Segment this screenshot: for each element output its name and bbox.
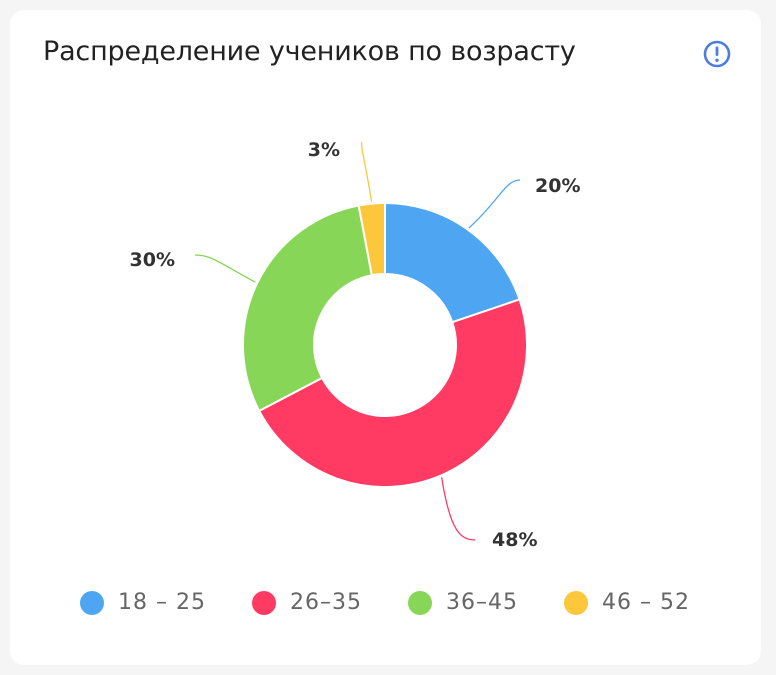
chart-title: Распределение учеников по возрасту bbox=[43, 36, 576, 67]
info-circle-icon[interactable] bbox=[702, 39, 732, 69]
data-label-1: 20% bbox=[535, 175, 580, 197]
leader-line-3 bbox=[194, 254, 256, 283]
donut-slice-2[interactable] bbox=[257, 298, 528, 488]
donut-slice-3[interactable] bbox=[242, 204, 373, 413]
leader-line-2 bbox=[441, 477, 476, 541]
legend-dot-icon bbox=[251, 590, 276, 615]
legend-label: 18 – 25 bbox=[118, 590, 206, 615]
chart-legend: 18 – 25 26–35 36–45 46 – 52 bbox=[80, 590, 736, 615]
legend-dot-icon bbox=[563, 590, 588, 615]
legend-label: 46 – 52 bbox=[601, 590, 690, 615]
donut-chart: 20% 48% 30% 3% bbox=[130, 139, 581, 551]
legend-item-3[interactable]: 36–45 bbox=[407, 590, 518, 615]
legend-item-1[interactable]: 18 – 25 bbox=[80, 590, 206, 615]
leader-line-1 bbox=[468, 179, 521, 229]
data-label-4: 3% bbox=[308, 139, 340, 161]
donut-slice-4[interactable] bbox=[357, 201, 386, 277]
legend-label: 36–45 bbox=[445, 590, 518, 615]
legend-dot-icon bbox=[80, 590, 104, 615]
donut-slice-1[interactable] bbox=[384, 201, 521, 324]
legend-dot-icon bbox=[407, 590, 432, 615]
legend-label: 26–35 bbox=[289, 590, 362, 615]
legend-item-2[interactable]: 26–35 bbox=[251, 590, 362, 615]
data-label-2: 48% bbox=[492, 529, 537, 551]
leader-line-4 bbox=[360, 141, 373, 202]
chart-card: Распределение учеников по возрасту 20% 48… bbox=[10, 10, 761, 665]
legend-item-4[interactable]: 46 – 52 bbox=[563, 590, 690, 615]
data-label-3: 30% bbox=[130, 249, 175, 271]
